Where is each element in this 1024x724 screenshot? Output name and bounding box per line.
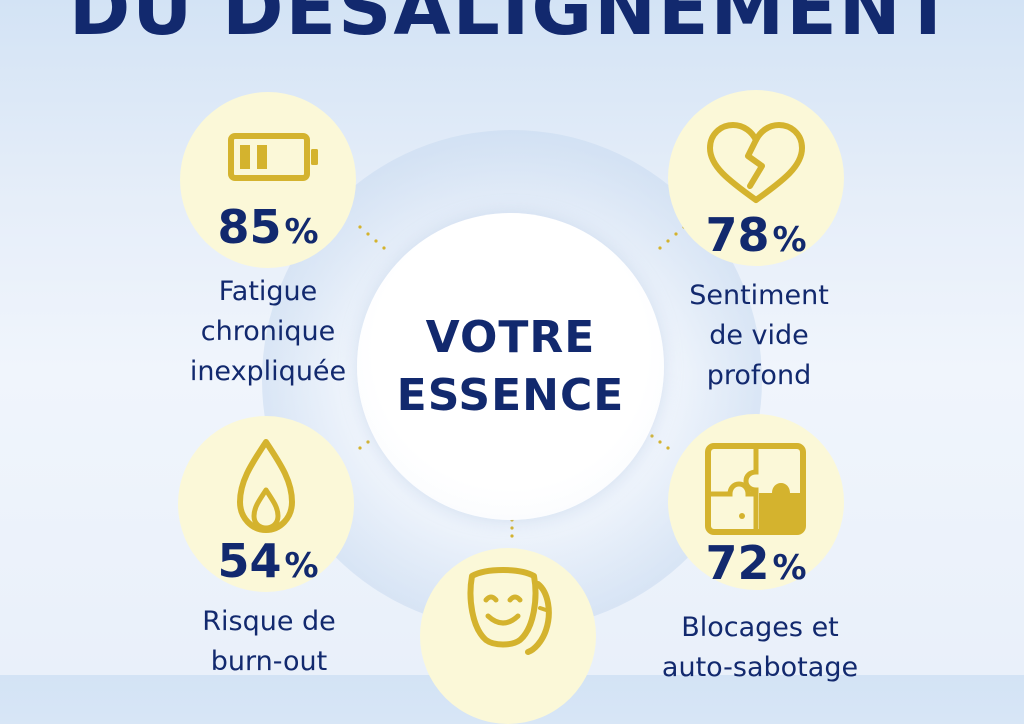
stat-burnout-icon-circle (178, 416, 354, 592)
stat-burnout-label: Risque de burn-out (149, 602, 389, 682)
connector-dot (366, 440, 370, 444)
connector-dot (358, 446, 362, 450)
label-line: Fatigue (218, 276, 318, 307)
stat-burnout-percentage: 54% (158, 534, 378, 588)
stat-value: 85 (217, 200, 282, 254)
stat-blocages-icon-circle (668, 414, 844, 590)
stat-blocages-label: Blocages et auto-sabotage (640, 608, 880, 688)
stat-vide-label: Sentiment de vide profond (639, 276, 879, 396)
stat-blocages-percentage: 72% (646, 536, 866, 590)
percent-unit: % (772, 548, 807, 588)
stat-value: 78 (705, 208, 770, 262)
stat-value: 72 (705, 536, 770, 590)
infographic-title: DU DÉSALIGNEMENT (68, 0, 956, 52)
stat-fatigue-label: Fatigue chronique inexpliquée (148, 272, 388, 392)
label-line: inexpliquée (189, 356, 347, 387)
label-line: Sentiment (689, 280, 829, 311)
connector-dot (674, 232, 678, 236)
connector-dot (510, 526, 514, 530)
broken-heart-icon (707, 122, 805, 203)
center-title-line-1: VOTRE (425, 311, 596, 363)
label-line: chronique (200, 316, 336, 347)
label-line: Blocages et (681, 612, 839, 643)
label-line: burn-out (210, 646, 328, 677)
label-line: profond (706, 360, 812, 391)
label-line: auto-sabotage (661, 652, 859, 683)
connector-dot (510, 534, 514, 538)
connector-dot (666, 446, 670, 450)
connector-dot (650, 434, 654, 438)
flame-icon (237, 439, 295, 533)
connector-dot (358, 225, 362, 229)
battery-icon (228, 133, 318, 181)
connector-dot (382, 246, 386, 250)
percent-unit: % (284, 546, 319, 586)
connector-dot (374, 239, 378, 243)
connector-dot (658, 440, 662, 444)
puzzle-icon (705, 443, 806, 535)
stat-vide-icon-circle (668, 90, 844, 266)
stat-vide-percentage: 78% (646, 208, 866, 262)
label-line: de vide (709, 320, 809, 351)
connector-dot (658, 246, 662, 250)
percent-unit: % (772, 220, 807, 260)
theater-mask-icon (467, 567, 552, 655)
stat-mask-icon-circle (420, 548, 596, 724)
center-title-line-2: ESSENCE (396, 369, 625, 421)
stat-value: 54 (217, 534, 282, 588)
connector-dot (666, 239, 670, 243)
center-circle: VOTRE ESSENCE (357, 213, 664, 520)
percent-unit: % (284, 212, 319, 252)
stat-fatigue-icon-circle (180, 92, 356, 268)
label-line: Risque de (202, 606, 336, 637)
connector-dot (366, 232, 370, 236)
stat-fatigue-percentage: 85% (158, 200, 378, 254)
